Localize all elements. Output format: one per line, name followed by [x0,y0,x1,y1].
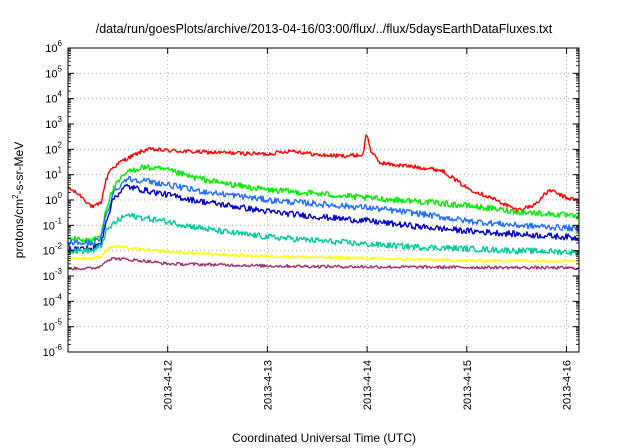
chart-title: /data/run/goesPlots/archive/2013-04-16/0… [96,22,553,36]
ticks [68,47,579,353]
x-tick-label: 2013-4-16 [562,360,574,410]
x-axis-tick-labels: 2013-4-12 2013-4-13 2013-4-14 2013-4-15 2013… [163,360,574,410]
y-tick-label: 104 [45,90,62,106]
x-tick-label: 2013-4-14 [362,360,374,410]
y-tick-label: 100 [45,191,62,207]
series-line [68,256,579,271]
y-tick-label: 10-3 [43,267,63,283]
x-tick-label: 2013-4-12 [163,360,175,410]
series-line [68,134,579,213]
y-tick-label: 105 [45,64,62,80]
y-tick-label: 103 [45,115,62,131]
x-tick-label: 2013-4-13 [262,360,274,410]
series-line [68,164,579,244]
y-axis-label-rest: -s-sr-MeV [12,142,26,195]
series-line [68,183,579,253]
y-tick-label: 102 [45,140,62,156]
y-tick-label: 10-4 [43,292,63,308]
series-layer [68,134,579,271]
y-tick-label: 101 [45,166,62,182]
y-tick-label: 106 [45,39,62,55]
y-axis-label-base: protons/cm [12,199,26,258]
y-tick-label: 10-6 [43,343,63,359]
y-tick-label: 10-2 [43,242,63,258]
x-tick-label: 2013-4-15 [462,360,474,410]
series-line [68,175,579,247]
series-line [68,244,579,263]
y-axis-label-superscript: 2 [11,194,20,199]
y-axis-tick-labels: 10-6 10-5 10-4 10-3 10-2 10-1 100 101 102 103 104 1… [43,39,63,359]
grid [68,47,579,353]
series-line [68,212,579,257]
y-tick-label: 10-1 [43,216,63,232]
y-axis-label: protons/cm2-s-sr-MeV [11,142,26,258]
x-axis-label: Coordinated Universal Time (UTC) [232,431,416,445]
y-tick-label: 10-5 [43,318,63,334]
